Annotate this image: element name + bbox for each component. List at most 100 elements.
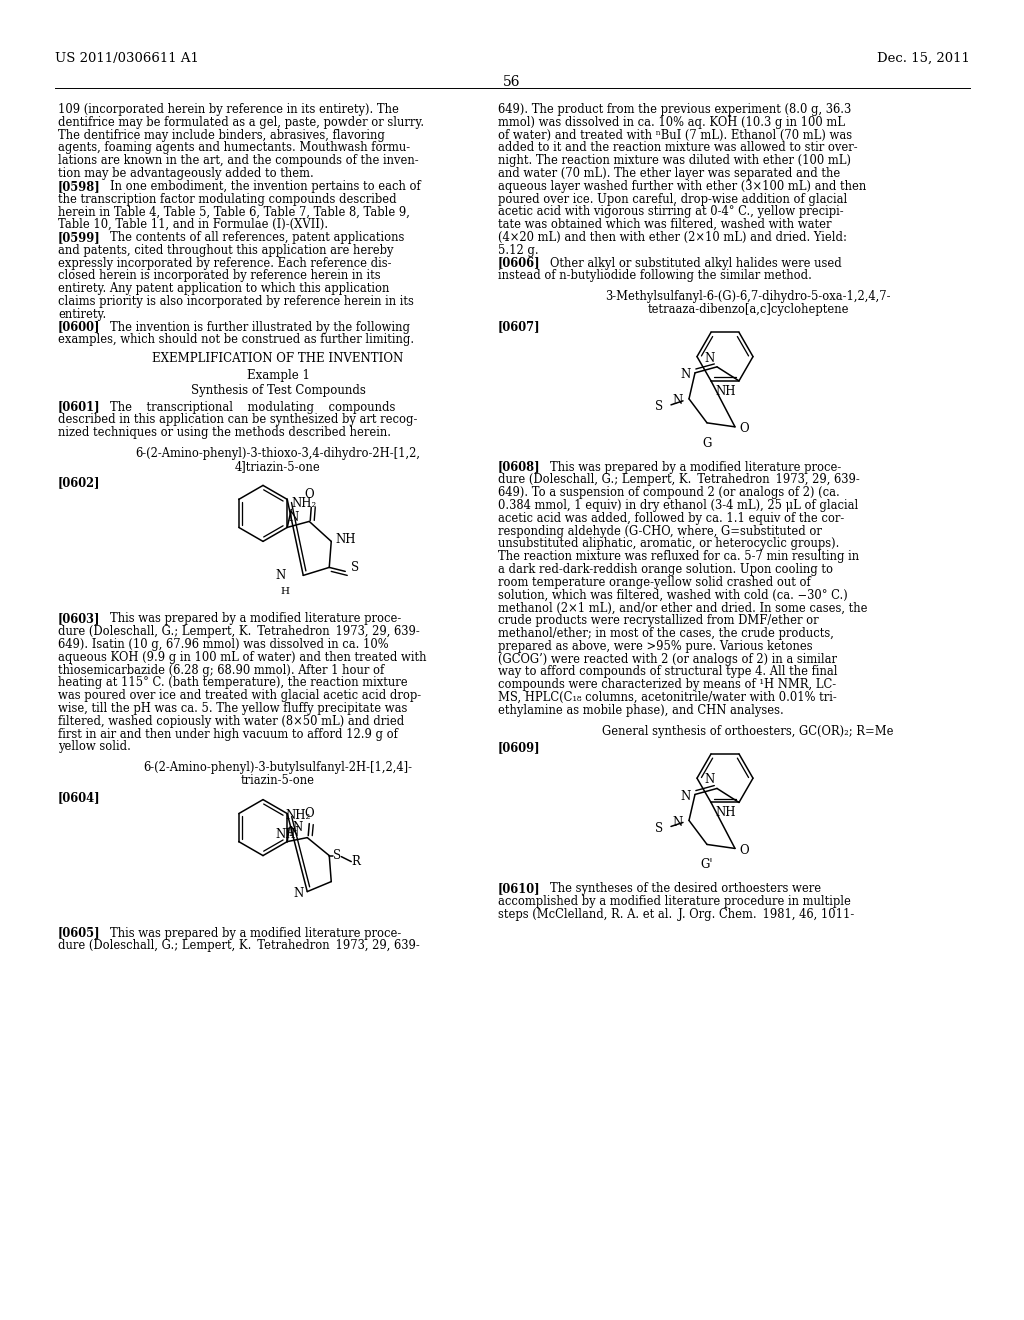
Text: [0607]: [0607] (498, 319, 541, 333)
Text: nized techniques or using the methods described herein.: nized techniques or using the methods de… (58, 426, 391, 440)
Text: G: G (702, 437, 712, 450)
Text: Synthesis of Test Compounds: Synthesis of Test Compounds (190, 384, 366, 397)
Text: N: N (681, 368, 691, 381)
Text: crude products were recrystallized from DMF/ether or: crude products were recrystallized from … (498, 614, 818, 627)
Text: 6-(2-Amino-phenyl)-3-butylsulfanyl-2H-[1,2,4]-: 6-(2-Amino-phenyl)-3-butylsulfanyl-2H-[1… (143, 762, 413, 775)
Text: MS, HPLC(C₁₈ columns, acetonitrile/water with 0.01% tri-: MS, HPLC(C₁₈ columns, acetonitrile/water… (498, 690, 837, 704)
Text: S: S (655, 400, 663, 413)
Text: In one embodiment, the invention pertains to each of: In one embodiment, the invention pertain… (110, 180, 421, 193)
Text: accomplished by a modified literature procedure in multiple: accomplished by a modified literature pr… (498, 895, 851, 908)
Text: The    transcriptional    modulating    compounds: The transcriptional modulating compounds (110, 400, 395, 413)
Text: [0598]: [0598] (58, 180, 100, 193)
Text: closed herein is incorporated by reference herein in its: closed herein is incorporated by referen… (58, 269, 381, 282)
Text: The reaction mixture was refluxed for ca. 5-7 min resulting in: The reaction mixture was refluxed for ca… (498, 550, 859, 564)
Text: N: N (705, 774, 715, 787)
Text: 649). Isatin (10 g, 67.96 mmol) was dissolved in ca. 10%: 649). Isatin (10 g, 67.96 mmol) was diss… (58, 638, 389, 651)
Text: (4×20 mL) and then with ether (2×10 mL) and dried. Yield:: (4×20 mL) and then with ether (2×10 mL) … (498, 231, 847, 244)
Text: The invention is further illustrated by the following: The invention is further illustrated by … (110, 321, 410, 334)
Text: 649). The product from the previous experiment (8.0 g, 36.3: 649). The product from the previous expe… (498, 103, 851, 116)
Text: [0600]: [0600] (58, 321, 100, 334)
Text: solution, which was filtered, washed with cold (ca. −30° C.): solution, which was filtered, washed wit… (498, 589, 848, 602)
Text: 5.12 g.: 5.12 g. (498, 244, 539, 257)
Text: methanol (2×1 mL), and/or ether and dried. In some cases, the: methanol (2×1 mL), and/or ether and drie… (498, 602, 867, 614)
Text: N: N (673, 395, 683, 408)
Text: [0609]: [0609] (498, 742, 541, 755)
Text: R: R (351, 855, 360, 869)
Text: N: N (288, 825, 299, 838)
Text: 4]triazin-5-one: 4]triazin-5-one (236, 459, 321, 473)
Text: NH₂: NH₂ (291, 498, 316, 511)
Text: N: N (288, 511, 299, 524)
Text: dure (Doleschall, G.; Lempert, K.  Tetrahedron  1973, 29, 639-: dure (Doleschall, G.; Lempert, K. Tetrah… (498, 474, 860, 486)
Text: [0602]: [0602] (58, 477, 100, 490)
Text: prepared as above, were >95% pure. Various ketones: prepared as above, were >95% pure. Vario… (498, 640, 813, 653)
Text: steps (McClelland, R. A. et al.  J. Org. Chem.  1981, 46, 1011-: steps (McClelland, R. A. et al. J. Org. … (498, 908, 854, 921)
Text: 3-Methylsulfanyl-6-(G)-6,7-dihydro-5-oxa-1,2,4,7-: 3-Methylsulfanyl-6-(G)-6,7-dihydro-5-oxa… (605, 290, 891, 304)
Text: The dentifrice may include binders, abrasives, flavoring: The dentifrice may include binders, abra… (58, 128, 385, 141)
Text: This was prepared by a modified literature proce-: This was prepared by a modified literatu… (550, 461, 842, 474)
Text: described in this application can be synthesized by art recog-: described in this application can be syn… (58, 413, 418, 426)
Text: of water) and treated with ⁿBuI (7 mL). Ethanol (70 mL) was: of water) and treated with ⁿBuI (7 mL). … (498, 128, 852, 141)
Text: NH: NH (275, 828, 296, 841)
Text: [0601]: [0601] (58, 400, 100, 413)
Text: compounds were characterized by means of ¹H NMR, LC-: compounds were characterized by means of… (498, 678, 837, 692)
Text: methanol/ether; in most of the cases, the crude products,: methanol/ether; in most of the cases, th… (498, 627, 834, 640)
Text: 109 (incorporated herein by reference in its entirety). The: 109 (incorporated herein by reference in… (58, 103, 399, 116)
Text: S: S (351, 561, 359, 574)
Text: wise, till the pH was ca. 5. The yellow fluffy precipitate was: wise, till the pH was ca. 5. The yellow … (58, 702, 408, 715)
Text: [0599]: [0599] (58, 231, 100, 244)
Text: Example 1: Example 1 (247, 370, 309, 381)
Text: mmol) was dissolved in ca. 10% aq. KOH (10.3 g in 100 mL: mmol) was dissolved in ca. 10% aq. KOH (… (498, 116, 845, 129)
Text: room temperature orange-yellow solid crashed out of: room temperature orange-yellow solid cra… (498, 576, 811, 589)
Text: S: S (333, 849, 341, 862)
Text: yellow solid.: yellow solid. (58, 741, 131, 754)
Text: 6-(2-Amino-phenyl)-3-thioxo-3,4-dihydro-2H-[1,2,: 6-(2-Amino-phenyl)-3-thioxo-3,4-dihydro-… (135, 447, 421, 459)
Text: agents, foaming agents and humectants. Mouthwash formu-: agents, foaming agents and humectants. M… (58, 141, 411, 154)
Text: 649). To a suspension of compound 2 (or analogs of 2) (ca.: 649). To a suspension of compound 2 (or … (498, 486, 840, 499)
Text: Table 10, Table 11, and in Formulae (I)-(XVII).: Table 10, Table 11, and in Formulae (I)-… (58, 218, 328, 231)
Text: US 2011/0306611 A1: US 2011/0306611 A1 (55, 51, 199, 65)
Text: [0604]: [0604] (58, 791, 100, 804)
Text: O: O (304, 807, 314, 820)
Text: G': G' (700, 858, 714, 871)
Text: NH: NH (715, 385, 735, 397)
Text: entirety. Any patent application to which this application: entirety. Any patent application to whic… (58, 282, 389, 296)
Text: tetraaza-dibenzo[a,c]cycloheptene: tetraaza-dibenzo[a,c]cycloheptene (647, 304, 849, 315)
Text: aqueous KOH (9.9 g in 100 mL of water) and then treated with: aqueous KOH (9.9 g in 100 mL of water) a… (58, 651, 427, 664)
Text: filtered, washed copiously with water (8×50 mL) and dried: filtered, washed copiously with water (8… (58, 715, 404, 727)
Text: Other alkyl or substituted alkyl halides were used: Other alkyl or substituted alkyl halides… (550, 256, 842, 269)
Text: tate was obtained which was filtered, washed with water: tate was obtained which was filtered, wa… (498, 218, 831, 231)
Text: examples, which should not be construed as further limiting.: examples, which should not be construed … (58, 334, 414, 346)
Text: NH: NH (715, 807, 735, 820)
Text: acetic acid with vigorous stirring at 0-4° C., yellow precipi-: acetic acid with vigorous stirring at 0-… (498, 206, 844, 218)
Text: herein in Table 4, Table 5, Table 6, Table 7, Table 8, Table 9,: herein in Table 4, Table 5, Table 6, Tab… (58, 206, 410, 218)
Text: added to it and the reaction mixture was allowed to stir over-: added to it and the reaction mixture was… (498, 141, 858, 154)
Text: The syntheses of the desired orthoesters were: The syntheses of the desired orthoesters… (550, 882, 821, 895)
Text: Dec. 15, 2011: Dec. 15, 2011 (878, 51, 970, 65)
Text: first in air and then under high vacuum to afford 12.9 g of: first in air and then under high vacuum … (58, 727, 398, 741)
Text: entirety.: entirety. (58, 308, 106, 321)
Text: O: O (739, 843, 749, 857)
Text: dentifrice may be formulated as a gel, paste, powder or slurry.: dentifrice may be formulated as a gel, p… (58, 116, 424, 129)
Text: N: N (292, 821, 302, 834)
Text: General synthesis of orthoesters, GC(OR)₂; R=Me: General synthesis of orthoesters, GC(OR)… (602, 725, 894, 738)
Text: was poured over ice and treated with glacial acetic acid drop-: was poured over ice and treated with gla… (58, 689, 421, 702)
Text: lations are known in the art, and the compounds of the inven-: lations are known in the art, and the co… (58, 154, 419, 168)
Text: the transcription factor modulating compounds described: the transcription factor modulating comp… (58, 193, 396, 206)
Text: dure (Doleschall, G.; Lempert, K.  Tetrahedron  1973, 29, 639-: dure (Doleschall, G.; Lempert, K. Tetrah… (58, 626, 420, 638)
Text: 0.384 mmol, 1 equiv) in dry ethanol (3-4 mL), 25 μL of glacial: 0.384 mmol, 1 equiv) in dry ethanol (3-4… (498, 499, 858, 512)
Text: H: H (281, 587, 290, 597)
Text: and patents, cited throughout this application are hereby: and patents, cited throughout this appli… (58, 244, 393, 257)
Text: expressly incorporated by reference. Each reference dis-: expressly incorporated by reference. Eac… (58, 256, 391, 269)
Text: responding aldehyde (G-CHO, where, G=substituted or: responding aldehyde (G-CHO, where, G=sub… (498, 524, 822, 537)
Text: and water (70 mL). The ether layer was separated and the: and water (70 mL). The ether layer was s… (498, 168, 841, 180)
Text: thiosemicarbazide (6.28 g; 68.90 mmol). After 1 hour of: thiosemicarbazide (6.28 g; 68.90 mmol). … (58, 664, 384, 677)
Text: The contents of all references, patent applications: The contents of all references, patent a… (110, 231, 404, 244)
Text: [0608]: [0608] (498, 461, 541, 474)
Text: O: O (739, 422, 749, 436)
Text: N: N (275, 569, 286, 582)
Text: [0606]: [0606] (498, 256, 541, 269)
Text: This was prepared by a modified literature proce-: This was prepared by a modified literatu… (110, 612, 401, 626)
Text: triazin-5-one: triazin-5-one (241, 774, 315, 787)
Text: claims priority is also incorporated by reference herein in its: claims priority is also incorporated by … (58, 294, 414, 308)
